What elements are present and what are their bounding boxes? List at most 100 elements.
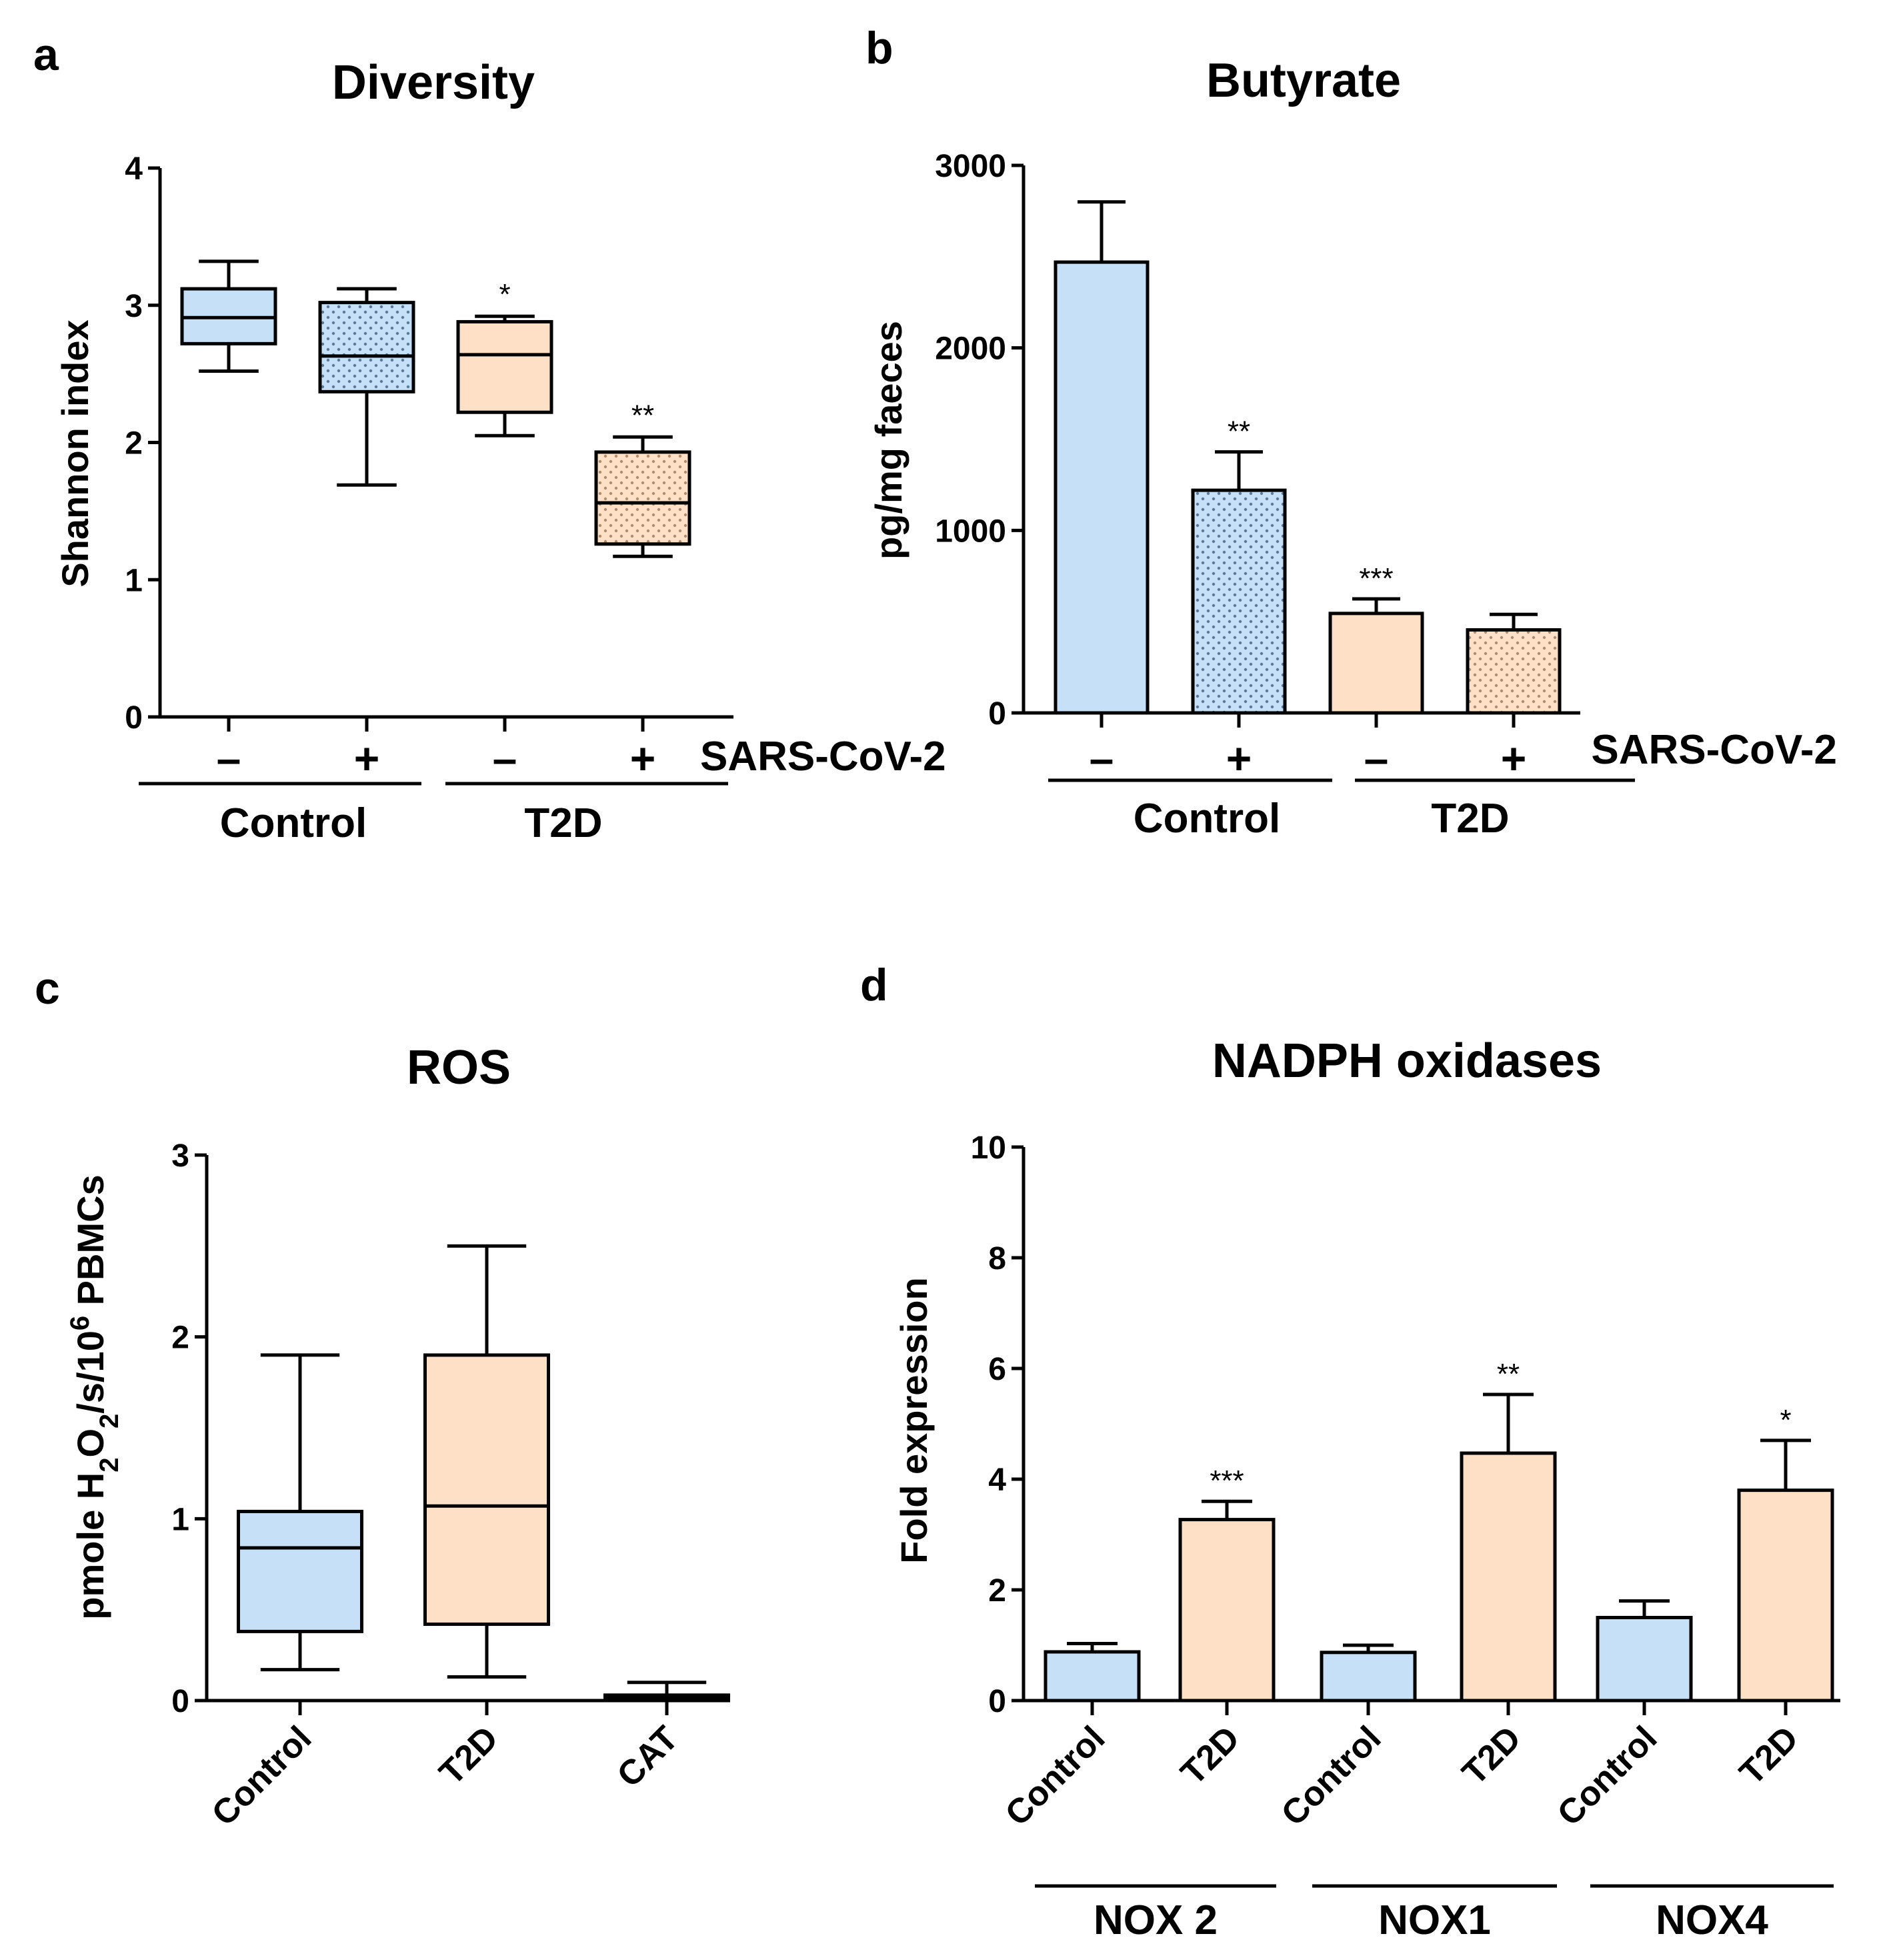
y-tick-label: 0 xyxy=(125,700,143,736)
significance-marker: * xyxy=(499,278,510,311)
significance-marker: ** xyxy=(1228,415,1250,448)
bar xyxy=(1596,1616,1693,1703)
group-label: NOX 2 xyxy=(1094,1897,1218,1943)
y-tick-label: 8 xyxy=(988,1241,1006,1276)
x-annotations-a: – + – + SARS-CoV-2 Control T2D xyxy=(139,734,946,846)
y-axis-label-c: pmole H2O2/s/106 PBMCs xyxy=(65,1174,124,1619)
panel-label-c: c xyxy=(35,963,60,1014)
chart-title-d: NADPH oxidases xyxy=(1212,1034,1602,1088)
y-tick-label: 2000 xyxy=(935,331,1006,367)
y-tick-label: 2 xyxy=(171,1320,189,1356)
y-tick-label: 3 xyxy=(125,289,143,324)
y-tick-label: 3000 xyxy=(935,149,1006,184)
sars-sign: + xyxy=(354,734,380,783)
y-tick-label: 1000 xyxy=(935,514,1006,549)
bar xyxy=(1178,1518,1276,1703)
x-category-label: Control xyxy=(205,1719,319,1833)
sars-sign: + xyxy=(1501,734,1527,783)
box xyxy=(318,301,415,393)
bar xyxy=(1737,1489,1834,1703)
x-annotations-b: – + – + SARS-CoV-2 Control T2D xyxy=(1048,727,1837,842)
axes-a: 0 1 2 3 4 xyxy=(125,151,733,736)
bar xyxy=(1328,612,1424,715)
group-label: T2D xyxy=(524,800,602,846)
panel-d: d NADPH oxidases Fold expression 0 2 4 6 8 10… xyxy=(860,960,1840,1943)
group-label: NOX4 xyxy=(1656,1897,1768,1943)
bar xyxy=(1320,1651,1417,1703)
y-tick-label: 6 xyxy=(988,1352,1006,1387)
y-axis-label-a: Shannon index xyxy=(54,319,96,587)
significance-marker: * xyxy=(1780,1404,1791,1436)
bar xyxy=(1466,628,1562,715)
chart-title-b: Butyrate xyxy=(1206,54,1401,107)
y-tick-label: 4 xyxy=(125,151,143,187)
box xyxy=(423,1353,550,1626)
bar xyxy=(1460,1451,1557,1703)
x-category-label: T2D xyxy=(1455,1719,1528,1792)
x-category-label: Control xyxy=(998,1719,1113,1833)
y-label-c-part-b: O xyxy=(69,1428,111,1458)
y-axis-label-b: pg/mg faeces xyxy=(867,321,909,560)
axes-d: 0 2 4 6 8 10 xyxy=(971,1130,1840,1719)
y-tick-label: 3 xyxy=(171,1138,189,1174)
y-tick-label: 2 xyxy=(988,1573,1006,1609)
x-category-label: T2D xyxy=(432,1719,505,1792)
group-label: T2D xyxy=(1431,796,1509,842)
x-annotations-d: Control T2D Control T2D Control T2D NOX 2 NOX1 N… xyxy=(998,1719,1834,1943)
sars-sign: – xyxy=(1090,734,1114,783)
panel-b: b Butyrate pg/mg faeces 0 1000 2000 3000 **… xyxy=(865,23,1837,842)
y-tick-label: 0 xyxy=(988,696,1006,732)
group-label: Control xyxy=(220,800,367,846)
x-category-label: T2D xyxy=(1174,1719,1247,1792)
bar xyxy=(1054,260,1150,715)
significance-marker: *** xyxy=(1359,562,1393,595)
box xyxy=(456,319,553,414)
y-tick-label: 1 xyxy=(171,1502,189,1537)
x-category-label: T2D xyxy=(1732,1719,1806,1792)
marks-a: *** xyxy=(180,259,691,732)
sars-sign: – xyxy=(217,734,241,783)
y-label-c-sub2: 2 xyxy=(95,1414,124,1428)
marks-d: ****** xyxy=(1044,1358,1834,1715)
marks-c xyxy=(237,1244,730,1715)
x-category-label: CAT xyxy=(610,1719,686,1795)
y-label-c-part-a: pmole H xyxy=(69,1473,111,1620)
y-label-c-sub: 2 xyxy=(95,1458,124,1473)
y-tick-label: 0 xyxy=(988,1684,1006,1719)
infection-label: SARS-CoV-2 xyxy=(700,734,946,780)
box xyxy=(237,1509,363,1633)
x-category-label: Control xyxy=(1550,1719,1665,1833)
y-tick-label: 4 xyxy=(988,1462,1006,1498)
group-label: Control xyxy=(1134,796,1280,842)
marks-b: ***** xyxy=(1054,200,1562,728)
y-tick-label: 2 xyxy=(125,426,143,461)
y-tick-label: 10 xyxy=(971,1130,1006,1166)
x-annotations-c: Control T2D CAT xyxy=(205,1719,686,1833)
x-category-label: Control xyxy=(1274,1719,1389,1833)
sars-sign: – xyxy=(493,734,517,783)
chart-title-c: ROS xyxy=(407,1041,511,1094)
significance-marker: ** xyxy=(631,399,654,431)
significance-marker: ** xyxy=(1497,1358,1520,1390)
y-label-c-sup: 6 xyxy=(65,1316,95,1330)
y-tick-label: 0 xyxy=(171,1684,189,1719)
panel-label-d: d xyxy=(860,960,888,1010)
chart-title-a: Diversity xyxy=(332,56,535,109)
y-label-c-part-c: /s/10 xyxy=(69,1330,111,1414)
panel-label-b: b xyxy=(865,23,893,73)
y-label-c-part-d: PBMCs xyxy=(69,1174,111,1316)
y-axis-label-d: Fold expression xyxy=(893,1277,935,1563)
y-tick-label: 1 xyxy=(125,563,143,598)
sars-sign: + xyxy=(1226,734,1252,783)
bar xyxy=(1191,488,1287,715)
bar xyxy=(1044,1650,1141,1703)
group-label: NOX1 xyxy=(1378,1897,1491,1943)
significance-marker: *** xyxy=(1210,1464,1244,1497)
sars-sign: – xyxy=(1364,734,1389,783)
panel-label-a: a xyxy=(33,29,59,80)
box xyxy=(594,450,691,546)
sars-sign: + xyxy=(630,734,656,783)
